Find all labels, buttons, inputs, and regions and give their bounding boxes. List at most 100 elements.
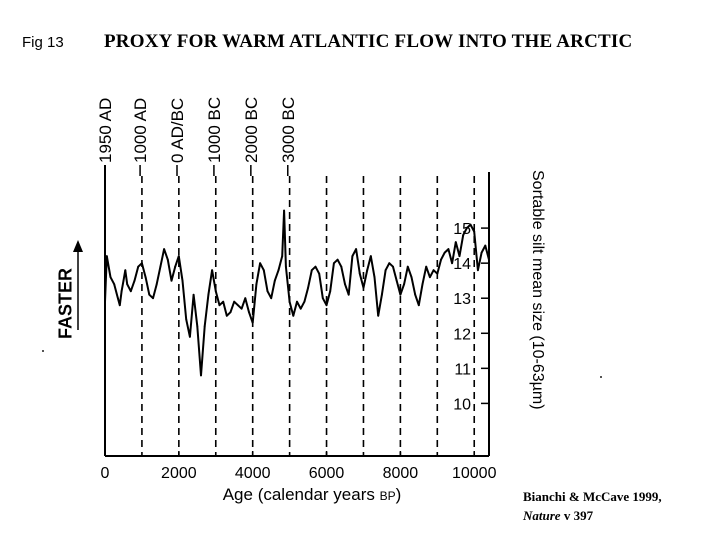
data-point <box>137 265 140 268</box>
data-point <box>148 293 151 296</box>
data-point <box>203 325 206 328</box>
data-point <box>129 290 132 293</box>
data-point <box>222 300 225 303</box>
data-point <box>344 283 346 286</box>
data-point <box>120 290 123 293</box>
data-point <box>177 255 180 258</box>
speck <box>600 376 602 378</box>
data-point <box>117 297 119 300</box>
data-point <box>421 283 424 286</box>
data-point <box>369 255 372 258</box>
data-point <box>207 293 210 296</box>
data-point <box>414 293 417 296</box>
data-point <box>314 265 317 268</box>
data-point <box>118 304 121 307</box>
x-tick-label: 2000 <box>161 465 197 482</box>
data-point <box>218 304 221 307</box>
data-point <box>270 297 273 300</box>
data-point <box>262 269 265 272</box>
data-point <box>283 209 285 212</box>
data-point <box>399 293 402 296</box>
data-point <box>381 293 383 296</box>
data-point <box>104 300 106 303</box>
data-point <box>488 258 490 261</box>
y-tick-label: 10 <box>453 396 471 413</box>
x-tick-label: 10000 <box>452 465 497 482</box>
faster-indicator: FASTER <box>50 240 83 355</box>
era-label: 2000 BC <box>242 97 261 163</box>
data-point <box>462 234 465 237</box>
data-point <box>299 307 302 310</box>
data-point <box>358 272 361 275</box>
data-point <box>288 300 291 303</box>
data-point <box>237 304 239 307</box>
silt-size-series-line <box>104 209 490 377</box>
data-point <box>447 248 450 251</box>
y-tick-label: 13 <box>453 291 471 308</box>
data-point <box>281 255 284 258</box>
data-point <box>336 258 339 261</box>
data-point <box>196 325 199 328</box>
data-point <box>166 258 169 261</box>
data-point <box>122 279 125 282</box>
data-point <box>410 276 413 279</box>
data-point <box>373 276 376 279</box>
data-point <box>159 265 162 268</box>
data-point <box>484 244 487 247</box>
data-point <box>310 269 313 272</box>
era-label: 3000 BC <box>279 97 298 163</box>
data-point <box>384 269 387 272</box>
data-point <box>163 248 165 251</box>
era-label: 1950 AD <box>96 98 115 163</box>
y-axis-label: Sortable silt mean size (10-63µm) <box>529 170 546 410</box>
data-point <box>454 241 457 244</box>
data-point <box>109 276 112 279</box>
data-point <box>133 279 136 282</box>
data-point <box>366 269 369 272</box>
x-axis-label-bp: BP <box>380 489 396 503</box>
data-point <box>469 223 472 226</box>
x-tick-label: 6000 <box>309 465 345 482</box>
data-point <box>388 262 391 265</box>
data-point <box>266 290 269 293</box>
data-point <box>307 286 309 289</box>
data-point <box>233 300 236 303</box>
data-point <box>273 279 276 282</box>
data-point <box>325 304 328 307</box>
data-point <box>144 276 147 279</box>
up-arrow-icon <box>73 240 83 330</box>
citation-journal: Nature <box>523 508 561 523</box>
era-label: 1000 BC <box>205 97 224 163</box>
data-point <box>417 304 420 307</box>
data-point <box>292 314 295 317</box>
y-tick-label: 15 <box>453 221 471 238</box>
x-tick-label: 4000 <box>235 465 271 482</box>
data-point <box>351 255 354 258</box>
x-tick-label: 0 <box>101 465 110 482</box>
data-point <box>214 290 217 293</box>
citation-volume: v 397 <box>563 508 594 523</box>
data-point <box>406 265 409 268</box>
x-axis-label-close: ) <box>396 485 402 504</box>
chart-title: PROXY FOR WARM ATLANTIC FLOW INTO THE AR… <box>104 31 633 52</box>
data-point <box>480 251 483 254</box>
data-point <box>333 262 335 265</box>
data-point <box>440 258 442 261</box>
data-point <box>141 262 143 265</box>
data-point <box>425 265 428 268</box>
speck <box>42 350 44 352</box>
data-point <box>244 297 247 300</box>
data-point <box>285 265 287 268</box>
x-axis-label-main: Age (calendar years <box>223 485 380 504</box>
data-point <box>240 307 243 310</box>
x-tick-label: 8000 <box>383 465 419 482</box>
x-axis-label: Age (calendar years BP) <box>223 485 402 504</box>
data-point <box>473 230 476 233</box>
citation: Bianchi & McCave 1999, Nature v 397 <box>523 487 662 525</box>
data-point <box>152 297 154 300</box>
data-point <box>355 248 357 251</box>
data-point <box>362 286 365 289</box>
data-point <box>124 269 127 272</box>
data-point <box>126 283 129 286</box>
data-point <box>377 314 380 317</box>
